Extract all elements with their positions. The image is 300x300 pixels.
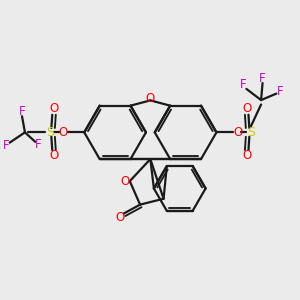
Text: O: O bbox=[146, 92, 155, 104]
Text: F: F bbox=[240, 78, 247, 91]
Text: O: O bbox=[242, 102, 252, 116]
Text: O: O bbox=[233, 126, 242, 139]
Text: O: O bbox=[242, 149, 252, 162]
Text: O: O bbox=[49, 149, 58, 162]
Text: O: O bbox=[120, 175, 129, 188]
Text: F: F bbox=[277, 85, 284, 98]
Text: F: F bbox=[2, 139, 9, 152]
Text: O: O bbox=[58, 126, 68, 139]
Text: O: O bbox=[115, 211, 124, 224]
Text: F: F bbox=[35, 138, 41, 151]
Text: F: F bbox=[259, 71, 266, 85]
Text: O: O bbox=[49, 102, 58, 116]
Text: F: F bbox=[19, 105, 25, 118]
Text: S: S bbox=[247, 126, 255, 139]
Text: S: S bbox=[46, 126, 54, 139]
